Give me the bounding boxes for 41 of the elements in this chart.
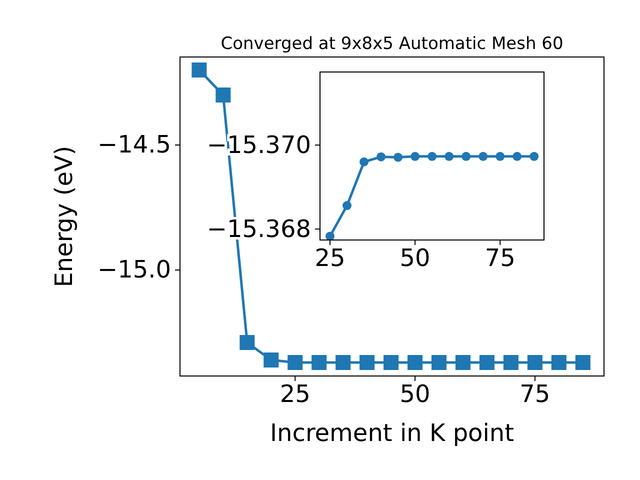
point <box>240 335 255 350</box>
point <box>444 152 454 161</box>
point <box>312 355 327 370</box>
point <box>384 355 399 370</box>
point <box>410 152 420 161</box>
y-tick-label: −15.0 <box>97 256 171 284</box>
point <box>530 152 539 161</box>
point <box>288 355 303 370</box>
point <box>336 355 351 370</box>
x-tick-label: 25 <box>280 380 310 408</box>
x-tick-label: 50 <box>400 244 430 272</box>
x-tick-label: 50 <box>400 380 430 408</box>
point <box>512 152 522 161</box>
point <box>428 152 437 161</box>
point <box>360 157 369 166</box>
point <box>462 152 471 161</box>
x-tick-label: 25 <box>314 244 346 272</box>
point <box>575 355 590 370</box>
point <box>360 355 375 370</box>
point <box>496 152 505 161</box>
point <box>264 352 279 368</box>
point <box>376 152 386 162</box>
point <box>342 201 352 210</box>
point <box>432 355 447 370</box>
point <box>408 355 423 370</box>
y-axis-title: Energy (eV) <box>50 146 78 288</box>
point <box>394 152 403 162</box>
point <box>503 355 518 370</box>
point <box>527 355 542 370</box>
point <box>326 232 334 241</box>
y-tick-label: −14.5 <box>97 130 171 159</box>
point <box>551 355 566 370</box>
point <box>478 152 488 161</box>
x-axis-title: Increment in K point <box>270 419 514 447</box>
point <box>479 355 494 370</box>
chart-title: Converged at 9x8x5 Automatic Mesh 60 <box>220 34 564 54</box>
point <box>216 88 231 102</box>
point <box>192 62 207 78</box>
x-tick-label: 75 <box>484 244 516 272</box>
point <box>455 355 470 370</box>
x-tick-label: 75 <box>520 380 550 408</box>
